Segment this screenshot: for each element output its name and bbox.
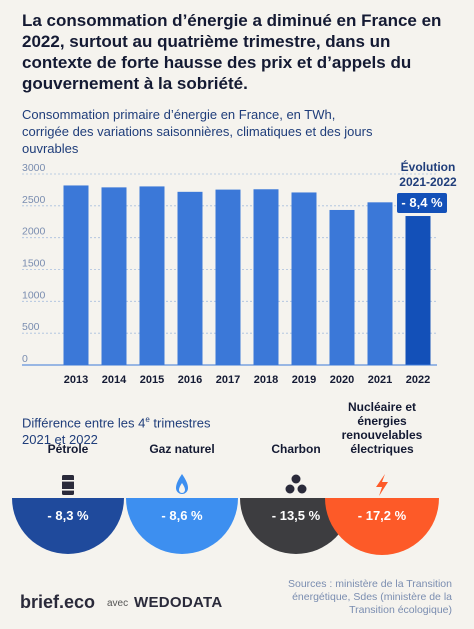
y-tick-label: 2000 <box>22 226 46 238</box>
y-tick-label: 500 <box>22 321 40 333</box>
energy-gaz: Gaz naturel - 8,6 % <box>126 430 238 570</box>
evolution-label: Évolution 2021-2022 <box>399 160 457 189</box>
gas-flame-icon <box>176 474 188 494</box>
evolution-badge: - 8,4 % <box>397 193 447 213</box>
coal-icon <box>285 474 307 494</box>
headline: La consommation d’énergie a diminué en F… <box>22 11 442 93</box>
energy-nucleaire: Nucléaire et énergies renouvelables élec… <box>325 400 439 570</box>
y-tick-label: 0 <box>22 353 28 365</box>
x-tick-label: 2018 <box>254 374 278 386</box>
energy-petrole: Pétrole - 8,3 % <box>12 430 124 570</box>
bar <box>101 187 127 365</box>
y-tick-label: 2500 <box>22 194 46 206</box>
bar <box>291 192 317 365</box>
footer-avec: avec <box>107 598 129 609</box>
wedodata-logo: WEDODATA <box>134 594 223 611</box>
petrole-half-disc <box>12 498 124 554</box>
bar <box>329 209 355 365</box>
lightning-icon <box>376 474 388 496</box>
y-tick-label: 1500 <box>22 258 46 270</box>
energy-value: - 8,6 % <box>161 508 203 523</box>
x-tick-label: 2019 <box>292 374 316 386</box>
bar <box>367 202 393 365</box>
energy-value: - 13,5 % <box>271 508 321 523</box>
bar <box>215 189 241 365</box>
x-tick-label: 2021 <box>368 374 392 386</box>
x-tick-label: 2022 <box>406 374 430 386</box>
y-tick-label: 1000 <box>22 289 46 301</box>
sources: Sources : ministère de la Transition éne… <box>288 578 452 616</box>
bar <box>63 185 89 365</box>
energy-name: Gaz naturel <box>149 442 215 456</box>
bar <box>177 191 203 365</box>
energy-name: Charbon <box>271 442 321 456</box>
x-tick-label: 2016 <box>178 374 202 386</box>
brief-eco-logo: brief.eco <box>20 592 96 612</box>
energy-value: - 17,2 % <box>357 508 407 523</box>
x-tick-label: 2014 <box>102 374 127 386</box>
x-tick-label: 2015 <box>140 374 164 386</box>
energy-value: - 8,3 % <box>47 508 89 523</box>
energy-name: Nucléaire et énergies renouvelables élec… <box>341 400 423 456</box>
oil-barrel-icon <box>62 475 74 495</box>
gaz-half-disc <box>126 498 238 554</box>
x-tick-label: 2013 <box>64 374 88 386</box>
energy-name: Pétrole <box>47 442 89 456</box>
x-tick-label: 2020 <box>330 374 354 386</box>
bar-chart: 0 500 1000 1500 2000 2500 3000 2013 2014 2015 2016… <box>22 162 437 386</box>
difference-title: Différence entre les 4e trimestres 2021 e… <box>22 415 211 448</box>
bar <box>139 186 165 365</box>
nucleaire-half-disc <box>325 498 439 555</box>
bar <box>253 189 279 365</box>
x-tick-label: 2017 <box>216 374 240 386</box>
bar <box>405 216 431 365</box>
y-tick-label: 3000 <box>22 162 46 174</box>
chart-subtitle: Consommation primaire d’énergie en Franc… <box>22 107 373 156</box>
